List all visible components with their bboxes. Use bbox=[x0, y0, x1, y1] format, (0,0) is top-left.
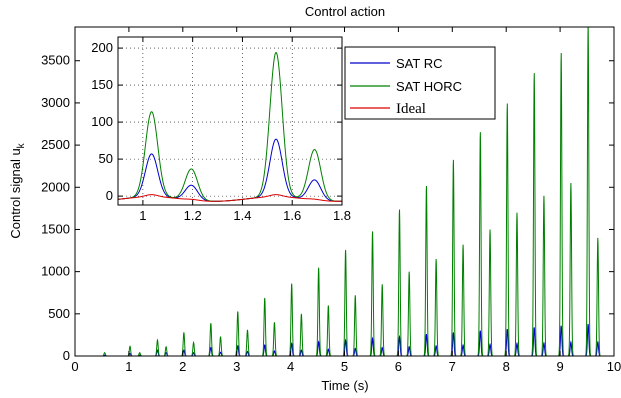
inset-series-group bbox=[118, 51, 342, 202]
inset-x-tick-label: 1.6 bbox=[283, 208, 301, 223]
inset-y-tick-label: 50 bbox=[99, 151, 113, 166]
inset-y-tick-label: 150 bbox=[91, 77, 113, 92]
inset-x-tick-label: 1.2 bbox=[184, 208, 202, 223]
legend-label-sat-rc: SAT RC bbox=[396, 56, 442, 71]
main-x-tick-label: 10 bbox=[607, 359, 621, 374]
inset-series-line-ideal bbox=[118, 194, 342, 202]
main-x-tick-label: 1 bbox=[125, 359, 132, 374]
main-y-tick-label: 3000 bbox=[41, 95, 70, 110]
inset-y-tick-label: 0 bbox=[106, 188, 113, 203]
main-y-tick-label: 1000 bbox=[41, 264, 70, 279]
main-x-tick-label: 0 bbox=[71, 359, 78, 374]
inset-background bbox=[118, 37, 342, 205]
main-x-tick-label: 3 bbox=[233, 359, 240, 374]
x-axis-label: Time (s) bbox=[321, 378, 368, 393]
main-x-tick-label: 7 bbox=[449, 359, 456, 374]
inset-plot-frame bbox=[117, 36, 343, 206]
inset-y-tick-label: 100 bbox=[91, 114, 113, 129]
main-y-tick-label: 500 bbox=[48, 306, 70, 321]
inset-grid bbox=[118, 37, 343, 205]
main-x-tick-label: 6 bbox=[395, 359, 402, 374]
main-y-tick-label: 0 bbox=[63, 348, 70, 363]
main-y-tick-label: 2500 bbox=[41, 137, 70, 152]
y-axis-label-group: Control signal uk bbox=[8, 142, 27, 238]
y-axis-label: Control signal u bbox=[8, 148, 23, 238]
svg-text:Control signal uk: Control signal uk bbox=[8, 142, 27, 238]
inset-x-tick-label: 1 bbox=[139, 208, 146, 223]
main-y-tick-label: 3500 bbox=[41, 53, 70, 68]
main-x-tick-label: 8 bbox=[503, 359, 510, 374]
inset-x-tick-label: 1.8 bbox=[333, 208, 351, 223]
main-x-tick-label: 9 bbox=[556, 359, 563, 374]
legend-label-sat-horc: SAT HORC bbox=[396, 79, 462, 94]
inset-x-axis: 1 1.2 1.4 1.6 1.8 bbox=[139, 37, 351, 223]
main-x-tick-label: 4 bbox=[287, 359, 294, 374]
main-plot: 0 1 2 3 4 5 6 7 8 9 10 050010001500200025003000350… bbox=[41, 26, 621, 374]
inset-y-tick-label: 200 bbox=[91, 40, 113, 55]
inset-y-axis: 0 50 100 150 200 bbox=[91, 40, 342, 203]
legend-label-ideal: Ideal bbox=[396, 101, 426, 117]
main-x-axis: 0 1 2 3 4 5 6 7 8 9 10 bbox=[71, 27, 621, 374]
inset-plot: 1 1.2 1.4 1.6 1.8 0 50 100 150 200 bbox=[91, 36, 351, 223]
main-y-tick-label: 1500 bbox=[41, 221, 70, 236]
main-y-tick-label: 2000 bbox=[41, 179, 70, 194]
chart-title: Control action bbox=[305, 4, 385, 19]
inset-x-tick-label: 1.4 bbox=[233, 208, 251, 223]
y-axis-label-subscript: k bbox=[16, 142, 27, 148]
main-x-tick-label: 2 bbox=[179, 359, 186, 374]
main-series-line-sat-horc bbox=[75, 27, 614, 356]
main-x-tick-label: 5 bbox=[341, 359, 348, 374]
legend-box bbox=[344, 46, 496, 120]
legend: SAT RC SAT HORC Ideal bbox=[344, 46, 496, 120]
